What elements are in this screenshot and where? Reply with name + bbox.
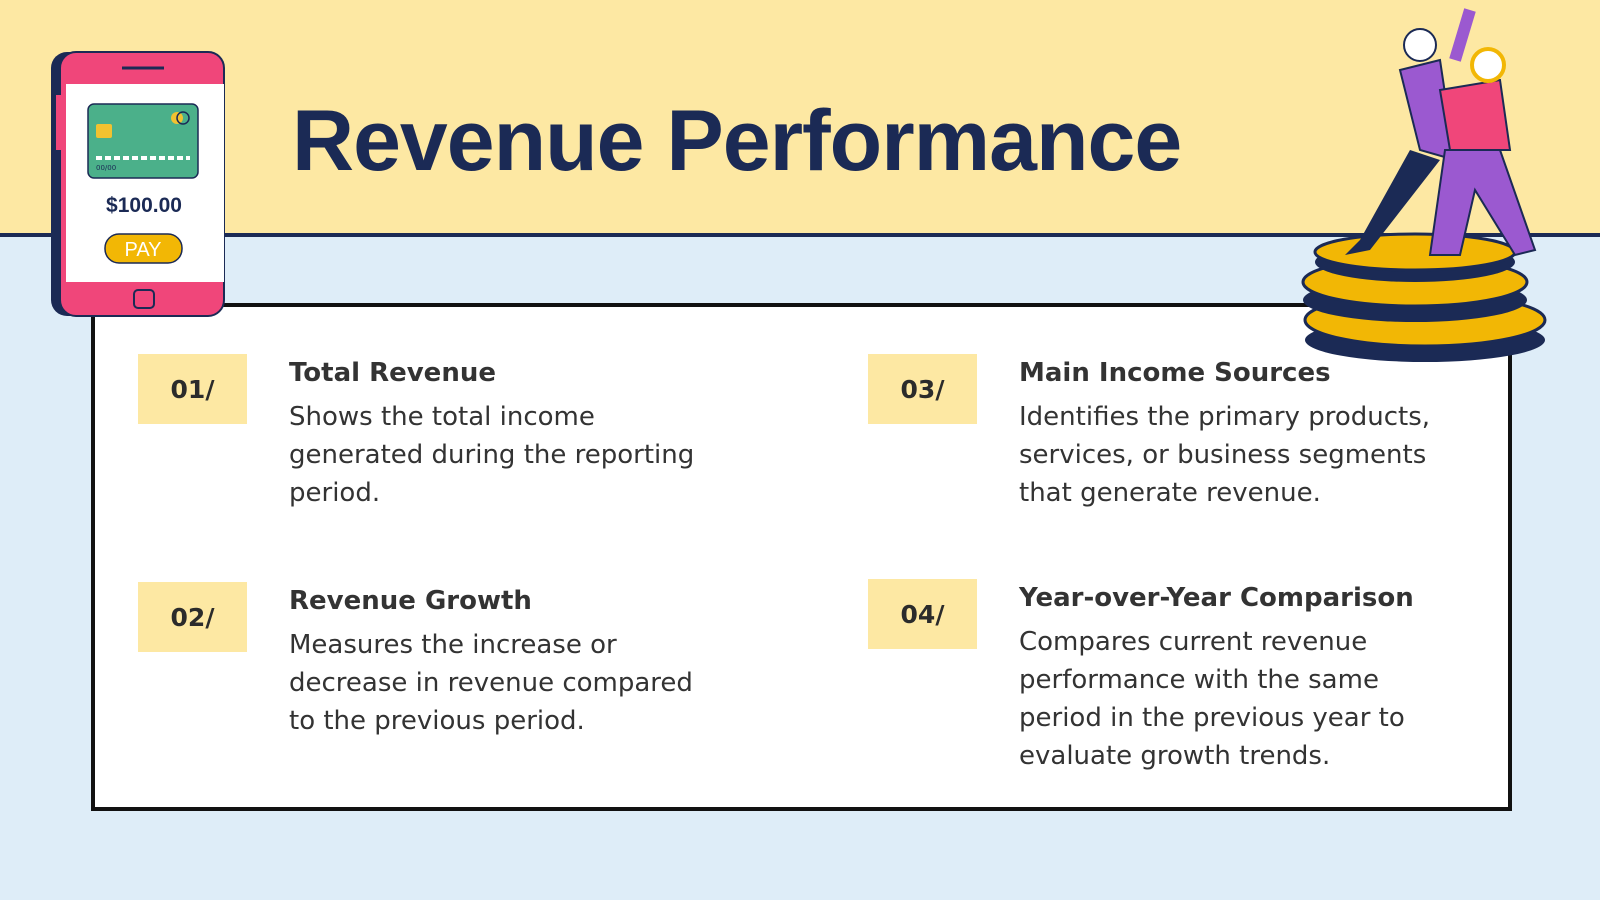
header-band	[0, 0, 1600, 237]
item-heading: Revenue Growth	[289, 586, 532, 616]
item-number: 02/	[138, 582, 247, 652]
phone: 00/00 $100.00 PAY	[51, 51, 225, 317]
card-expiry: 00/00	[96, 164, 116, 172]
item-text: Shows the total income generated during …	[289, 402, 695, 508]
item-heading: Total Revenue	[289, 358, 496, 388]
item-number: 01/	[138, 354, 247, 424]
item-heading: Year-over-Year Comparison	[1019, 583, 1414, 613]
title: Revenue Performance	[292, 93, 1182, 189]
item-number: 03/	[868, 354, 977, 424]
coins-and-dancers	[1301, 8, 1547, 362]
item-text: Compares current revenue performance wit…	[1019, 627, 1405, 771]
pay-button-label: PAY	[124, 239, 161, 261]
item-number: 04/	[868, 579, 977, 649]
content-panel	[91, 303, 1512, 811]
item-heading: Main Income Sources	[1019, 358, 1331, 388]
amount: $100.00	[106, 194, 182, 217]
item-text: Identifies the primary products, service…	[1019, 402, 1431, 508]
item-text: Measures the increase or decrease in rev…	[289, 630, 693, 736]
illustrations: 00/00 $100.00 PAY	[51, 8, 1547, 362]
